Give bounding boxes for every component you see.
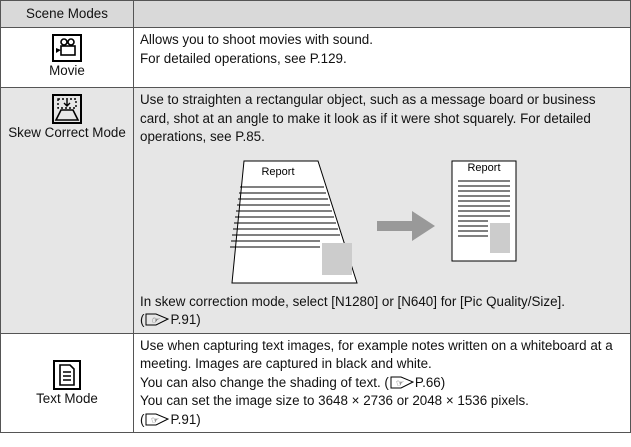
skew-icon (52, 94, 82, 124)
ref-icon: ☞ (390, 376, 415, 388)
mode-label: Text Mode (36, 391, 98, 406)
desc-line: Use when capturing text images, for exam… (140, 337, 613, 372)
ref-text: P.91) (170, 411, 201, 427)
row: Movie Allows you to shoot movies with so… (0, 27, 631, 88)
svg-text:☞: ☞ (396, 378, 404, 388)
row: Text Mode Use when capturing text images… (0, 332, 631, 433)
movie-icon (52, 34, 82, 62)
mode-cell: Movie (0, 27, 134, 88)
note-line: In skew correction mode, select [N1280] … (140, 293, 565, 309)
ref-text: P.66) (414, 374, 446, 390)
svg-text:☞: ☞ (151, 415, 159, 425)
mode-cell: Skew Correct Mode (0, 87, 134, 334)
mode-cell: Text Mode (0, 332, 134, 433)
svg-text:☞: ☞ (151, 315, 160, 325)
header-cell (133, 0, 631, 28)
ref-text: You can also change the shading of text.… (140, 374, 389, 390)
desc-line: Allows you to shoot movies with sound. (140, 32, 373, 47)
desc-cell: Use to straighten a rectangular object, … (133, 87, 631, 334)
ref-line: ( ☞ P.91) (140, 311, 624, 330)
ref-icon: ☞ (145, 313, 170, 326)
desc-line: You can set the image size to 3648 × 273… (140, 393, 529, 408)
diagram-label: Report (467, 162, 500, 174)
ref-icon: ☞ (145, 413, 170, 425)
ref-text: P.91) (170, 312, 201, 327)
ref-text: ( (140, 411, 145, 427)
header-row: Scene Modes (0, 0, 631, 28)
text-icon (53, 360, 81, 390)
desc-line: For detailed operations, see P.129. (140, 50, 347, 66)
desc-cell: Use when capturing text images, for exam… (133, 332, 631, 433)
desc-line: Use to straighten a rectangular object, … (140, 92, 596, 144)
ref-text: ( (140, 312, 145, 327)
ref-line: You can also change the shading of text.… (140, 374, 624, 393)
diagram-label: Report (261, 166, 294, 178)
header-cell: Scene Modes (0, 0, 134, 28)
ref-line: ( ☞ P.91) (140, 411, 624, 430)
row: Skew Correct Mode Use to straighten a re… (0, 87, 631, 334)
desc-cell: Allows you to shoot movies with sound. F… (133, 27, 631, 88)
mode-label: Skew Correct Mode (8, 125, 126, 140)
mode-label: Movie (49, 63, 85, 78)
scene-table: Scene Modes Movie Allows you to shoot mo… (0, 0, 631, 433)
skew-diagram: Report Report (230, 160, 517, 283)
